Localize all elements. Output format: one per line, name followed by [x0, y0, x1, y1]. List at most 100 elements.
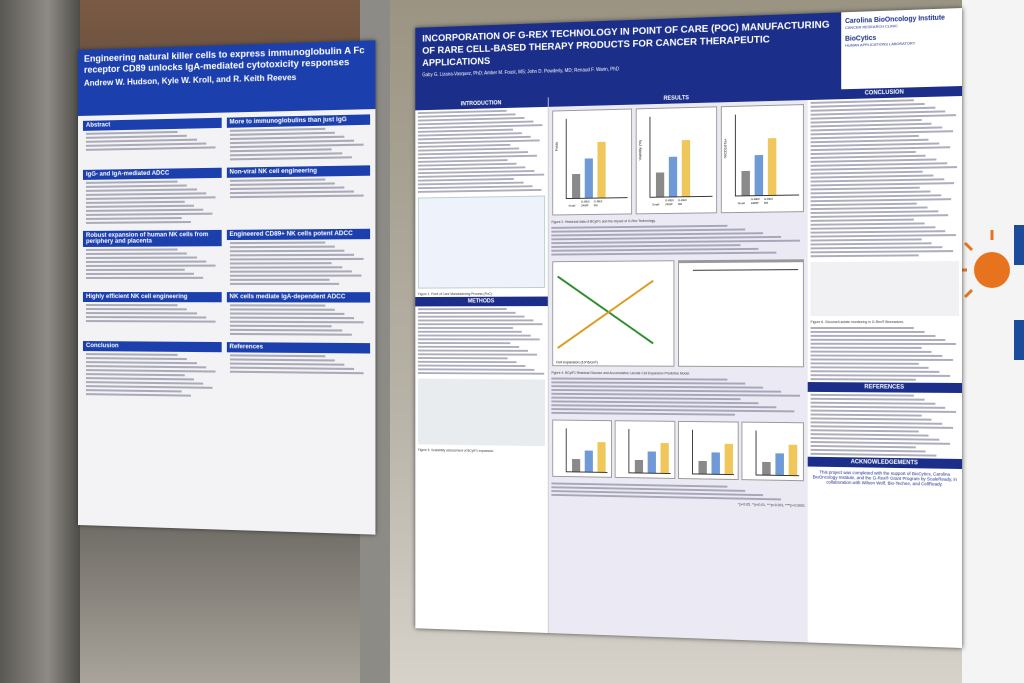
- text-line: [810, 421, 943, 425]
- text-line: [229, 143, 365, 149]
- text-line: [229, 148, 333, 153]
- text-line: [810, 401, 935, 405]
- text-block: [808, 325, 962, 383]
- text-line: [229, 186, 345, 191]
- text-line: [810, 327, 914, 329]
- text-block: [415, 306, 547, 377]
- text-block: [808, 392, 962, 459]
- poster-section: Conclusion: [82, 341, 222, 399]
- logos: Carolina BioOncology Institute CANCER RE…: [841, 8, 962, 89]
- text-line: [229, 366, 355, 370]
- section-text: [226, 302, 370, 338]
- text-line: [810, 182, 955, 187]
- text-line: [229, 328, 342, 332]
- text-line: [551, 389, 782, 393]
- text-line: [85, 320, 216, 323]
- poster-header: Engineering natural killer cells to expr…: [78, 40, 376, 116]
- text-line: [229, 266, 342, 269]
- text-line: [551, 377, 728, 381]
- text-line: [85, 146, 216, 151]
- section-text: [83, 351, 221, 399]
- text-line: [810, 346, 922, 349]
- text-line: [810, 254, 919, 258]
- mini-chart: [741, 421, 804, 482]
- line-plot: [553, 261, 673, 365]
- text-line: [85, 252, 188, 255]
- text-line: [229, 253, 355, 257]
- text-line: [85, 200, 185, 204]
- bar: [788, 444, 798, 476]
- text-line: [551, 385, 764, 389]
- text-line: [85, 272, 194, 275]
- bar: [724, 443, 733, 475]
- text-line: [417, 124, 543, 130]
- poster-body: Abstract More to immunoglobulins than jus…: [78, 109, 375, 407]
- bar: [767, 137, 777, 195]
- section-text: [83, 178, 221, 226]
- text-line: [229, 262, 333, 265]
- text-line: [417, 327, 513, 329]
- poster-section: References: [226, 342, 371, 401]
- text-line: [85, 365, 207, 369]
- axis-label: Cell expansion (10^6/cm²): [555, 359, 598, 365]
- section-text: [226, 352, 370, 376]
- text-line: [85, 180, 178, 184]
- bar: [584, 450, 593, 472]
- text-line: [417, 349, 529, 352]
- x-tick-label: G-REX 6M: [593, 199, 603, 208]
- text-line: [229, 282, 339, 285]
- text-line: [85, 220, 192, 224]
- plot-area: [692, 269, 799, 271]
- text-line: [417, 311, 516, 314]
- text-block: [549, 376, 808, 419]
- section-text: [226, 239, 370, 287]
- left-poster: Engineering natural killer cells to expr…: [78, 40, 376, 535]
- text-line: [417, 139, 540, 145]
- text-line: [229, 308, 335, 311]
- mini-chart: [677, 420, 739, 481]
- poster-section: Abstract: [82, 117, 222, 165]
- text-line: [85, 192, 207, 196]
- poster-section: More to immunoglobulins than just IgG: [226, 114, 371, 163]
- text-line: [810, 350, 932, 353]
- text-line: [229, 304, 326, 307]
- section-text: [226, 125, 370, 163]
- text-line: [85, 377, 194, 381]
- plot-area: [565, 428, 608, 473]
- bar: [754, 154, 764, 196]
- poster-header: INCORPORATION OF G-REX TECHNOLOGY IN POI…: [415, 12, 842, 101]
- x-tick-label: Small: [568, 203, 576, 208]
- bar: [698, 460, 707, 474]
- plot-area: [691, 429, 735, 476]
- text-line: [229, 312, 345, 315]
- bar: [741, 170, 750, 196]
- poster-section: Non-viral NK cell engineering: [226, 165, 371, 224]
- section-header: Highly efficient NK cell engineering: [82, 292, 222, 303]
- poster-section: Highly efficient NK cell engineering: [82, 292, 222, 337]
- figure: [678, 259, 804, 368]
- bar: [660, 442, 669, 474]
- text-line: [85, 393, 192, 397]
- section-text: [83, 128, 221, 153]
- bar: [762, 461, 771, 475]
- poster-section: IgG- and IgA-mediated ADCC: [82, 167, 222, 226]
- text-block: [415, 107, 547, 195]
- text-line: [85, 389, 182, 393]
- x-tick-label: Small: [652, 202, 660, 207]
- caption: Figure 5. Scalability assessment of BCyI…: [417, 448, 495, 454]
- plot-area: Small G-REX 24WP G-REX 6M: [649, 115, 713, 206]
- text-line: [85, 369, 216, 373]
- axis-label: Folds: [554, 142, 559, 152]
- text-line: [810, 342, 957, 345]
- text-line: [417, 334, 531, 337]
- bar: [775, 452, 785, 475]
- mini-chart: Folds Small G-REX 24WP G-REX 6M: [552, 108, 633, 216]
- text-line: [810, 370, 940, 373]
- text-line: [85, 264, 216, 267]
- text-line: [229, 354, 326, 358]
- plot-area: Small G-REX 24WP G-REX 6M: [734, 113, 800, 205]
- bar: [597, 141, 606, 198]
- text-line: [229, 370, 365, 375]
- bar: [681, 139, 691, 197]
